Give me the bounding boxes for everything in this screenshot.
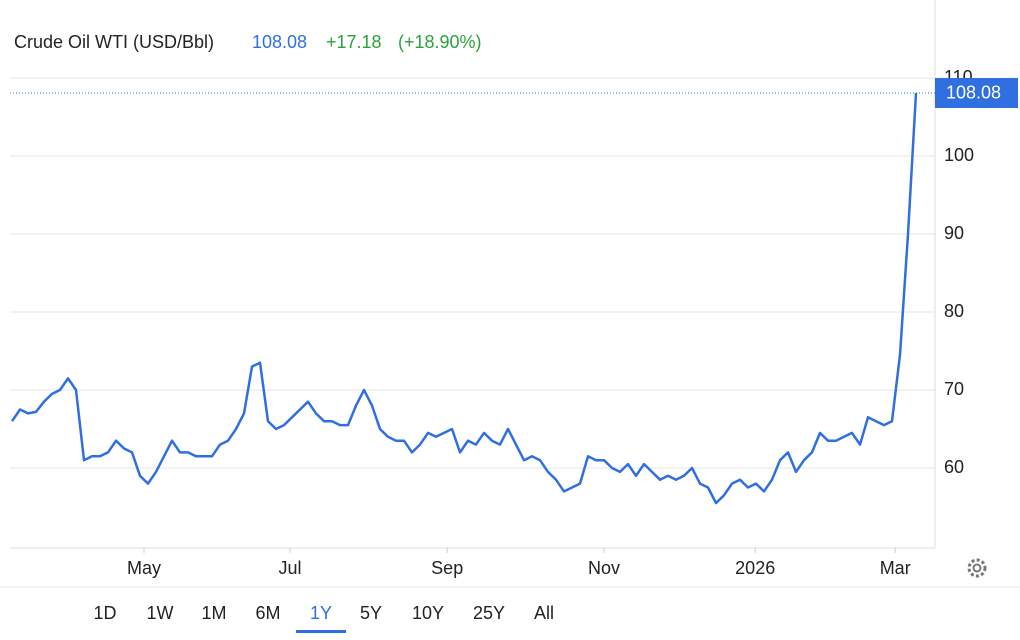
range-button[interactable]: 6M: [255, 603, 280, 623]
range-button[interactable]: 1M: [201, 603, 226, 623]
x-tick-label: Mar: [880, 558, 911, 578]
gear-hub: [972, 563, 982, 573]
last-price-badge: [935, 77, 1018, 108]
x-tick-label: Sep: [431, 558, 463, 578]
price-change: +17.18: [326, 32, 382, 52]
range-button[interactable]: 1D: [93, 603, 116, 623]
x-tick-label: Nov: [588, 558, 620, 578]
last-price-label: 108.08: [946, 83, 1001, 103]
price-change-pct: (+18.90%): [398, 32, 482, 52]
y-tick-label: 60: [944, 457, 964, 477]
range-button[interactable]: 10Y: [412, 603, 444, 623]
price-line: [10, 92, 918, 505]
range-button[interactable]: 1Y: [310, 603, 332, 623]
last-price: 108.08: [252, 32, 307, 52]
x-tick-label: May: [127, 558, 161, 578]
y-tick-label: 100: [944, 145, 974, 165]
chart-title: Crude Oil WTI (USD/Bbl): [14, 32, 214, 52]
range-button[interactable]: 5Y: [360, 603, 382, 623]
x-tick-label: Jul: [278, 558, 301, 578]
range-button[interactable]: 25Y: [473, 603, 505, 623]
y-tick-label: 80: [944, 301, 964, 321]
range-underline: [296, 630, 346, 633]
x-tick-label: 2026: [735, 558, 775, 578]
gear: [967, 558, 987, 578]
y-tick-label: 90: [944, 223, 964, 243]
settings-icon[interactable]: [967, 558, 987, 578]
y-tick-label: 70: [944, 379, 964, 399]
range-button[interactable]: 1W: [147, 603, 174, 623]
range-button[interactable]: All: [534, 603, 554, 623]
